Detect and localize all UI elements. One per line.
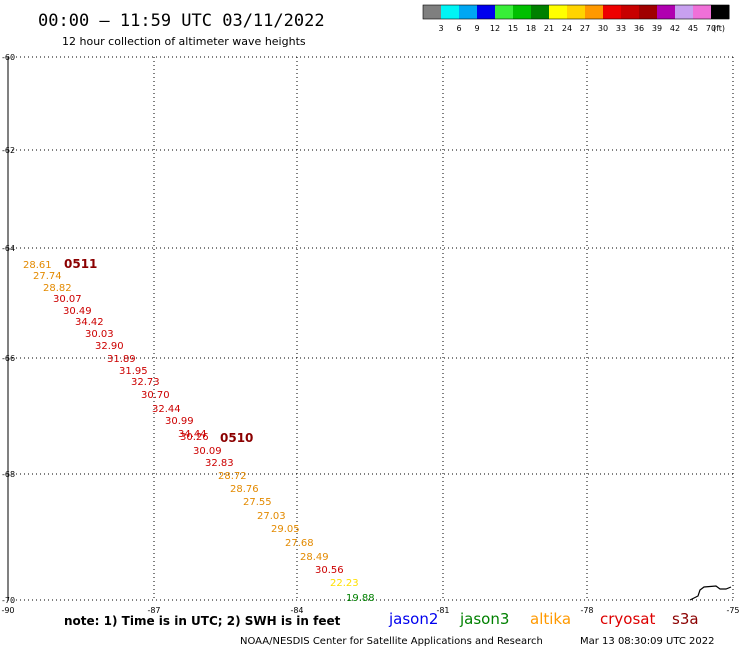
pass-label-0510: 0510 <box>220 431 253 445</box>
wave-height-value: 32.90 <box>95 341 124 352</box>
wave-height-value: 27.74 <box>33 271 62 282</box>
satellite-cryosat: cryosat <box>600 610 655 628</box>
legend-swatch <box>603 5 622 19</box>
legend-swatch <box>423 5 442 19</box>
legend-swatch <box>531 5 550 19</box>
wave-height-value: 31.89 <box>107 354 136 365</box>
legend-tick-label: 30 <box>598 24 608 33</box>
legend-tick-label: 9 <box>474 24 479 33</box>
legend-tick-label: 42 <box>670 24 680 33</box>
legend-swatch <box>549 5 568 19</box>
coastline <box>689 585 732 601</box>
wave-height-value: 34.42 <box>75 317 104 328</box>
wave-height-value: 28.61 <box>23 260 52 271</box>
wave-height-value: 30.03 <box>85 329 114 340</box>
wave-height-value: 31.95 <box>119 366 148 377</box>
pass-label-0511: 0511 <box>64 257 97 271</box>
wave-height-value: 28.72 <box>218 471 247 482</box>
latitude-label: -68 <box>2 470 15 479</box>
latitude-labels: -60 -62 -64 -66 -68 -70 <box>2 53 15 605</box>
longitude-label: -90 <box>1 606 14 615</box>
legend-swatch <box>441 5 460 19</box>
footer-timestamp: Mar 13 08:30:09 UTC 2022 <box>580 636 715 647</box>
legend-tick-label: 27 <box>580 24 590 33</box>
longitude-label: -87 <box>147 606 160 615</box>
legend-tick-label: 6 <box>456 24 461 33</box>
map-subtitle: 12 hour collection of altimeter wave hei… <box>62 35 306 48</box>
latitude-label: -62 <box>2 146 15 155</box>
legend-swatch <box>459 5 478 19</box>
legend-tick-label: 21 <box>544 24 554 33</box>
legend-tick-label: 39 <box>652 24 662 33</box>
longitude-label: -75 <box>726 606 739 615</box>
latitude-label: -70 <box>2 596 15 605</box>
wave-height-value: 30.09 <box>193 446 222 457</box>
legend-swatch <box>711 5 730 19</box>
legend-swatch <box>513 5 532 19</box>
legend-unit: (ft) <box>713 24 725 33</box>
longitude-label: -78 <box>580 606 593 615</box>
wave-height-value: 27.55 <box>243 497 272 508</box>
wave-height-value: 30.56 <box>315 565 344 576</box>
legend-swatch <box>495 5 514 19</box>
latitude-label: -66 <box>2 354 15 363</box>
legend-tick-label: 33 <box>616 24 626 33</box>
wave-height-value: 28.76 <box>230 484 259 495</box>
wave-height-value: 27.03 <box>257 511 286 522</box>
wave-height-value: 22.23 <box>330 578 359 589</box>
legend-ticks: 3 6 9 12 15 18 21 24 27 30 33 36 39 42 45 70 <box>438 24 716 33</box>
legend-tick-label: 15 <box>508 24 518 33</box>
wave-height-value: 28.49 <box>300 552 329 563</box>
legend-swatch <box>675 5 694 19</box>
wave-height-value: 27.68 <box>285 538 314 549</box>
wave-height-value: 30.70 <box>141 390 170 401</box>
longitude-labels: -90 -87 -84 -81 -78 -75 <box>1 606 739 615</box>
wave-height-value: 32.44 <box>152 404 181 415</box>
wave-height-track: 28.6127.7428.8230.0730.4934.4230.0332.90… <box>23 260 375 604</box>
wave-height-value: 34.44 <box>178 429 207 440</box>
legend-tick-label: 36 <box>634 24 644 33</box>
wave-height-value: 30.26 <box>180 432 209 443</box>
wave-height-value: 28.82 <box>43 283 72 294</box>
footer-credit: NOAA/NESDIS Center for Satellite Applica… <box>240 636 543 647</box>
wave-height-value: 30.99 <box>165 416 194 427</box>
satellite-jason2: jason2 <box>388 610 438 628</box>
legend-swatches <box>423 5 730 19</box>
legend-tick-label: 24 <box>562 24 572 33</box>
legend-swatch <box>693 5 712 19</box>
longitude-label: -84 <box>290 606 303 615</box>
map-title: 00:00 – 11:59 UTC 03/11/2022 <box>38 11 325 31</box>
legend-swatch <box>621 5 640 19</box>
latitude-label: -60 <box>2 53 15 62</box>
satellite-legend: jason2 jason3 altika cryosat s3a <box>388 610 699 628</box>
latitude-label: -64 <box>2 244 15 253</box>
legend-tick-label: 70 <box>706 24 716 33</box>
satellite-altika: altika <box>530 610 571 628</box>
wave-height-value: 32.73 <box>131 377 160 388</box>
map-graticule <box>7 56 734 601</box>
wave-height-value: 29.05 <box>271 524 300 535</box>
legend-frame <box>422 4 730 20</box>
wave-height-value: 30.07 <box>53 294 82 305</box>
legend-tick-label: 3 <box>438 24 443 33</box>
wave-height-value: 30.49 <box>63 306 92 317</box>
longitude-label: -81 <box>436 606 449 615</box>
legend-tick-label: 12 <box>490 24 500 33</box>
grid-lines <box>8 56 734 601</box>
legend-tick-label: 45 <box>688 24 698 33</box>
legend-swatch <box>477 5 496 19</box>
legend-swatch <box>567 5 586 19</box>
wave-height-value: 19.88 <box>346 593 375 604</box>
wave-height-value: 32.83 <box>205 458 234 469</box>
legend-swatch <box>639 5 658 19</box>
legend-tick-label: 18 <box>526 24 536 33</box>
legend-swatch <box>657 5 676 19</box>
legend-swatch <box>585 5 604 19</box>
satellite-s3a: s3a <box>672 610 699 628</box>
satellite-jason3: jason3 <box>459 610 509 628</box>
color-scale-legend: 3 6 9 12 15 18 21 24 27 30 33 36 39 42 45 70 (ft) <box>422 4 730 33</box>
footer-note: note: 1) Time is in UTC; 2) SWH is in fe… <box>64 614 341 628</box>
